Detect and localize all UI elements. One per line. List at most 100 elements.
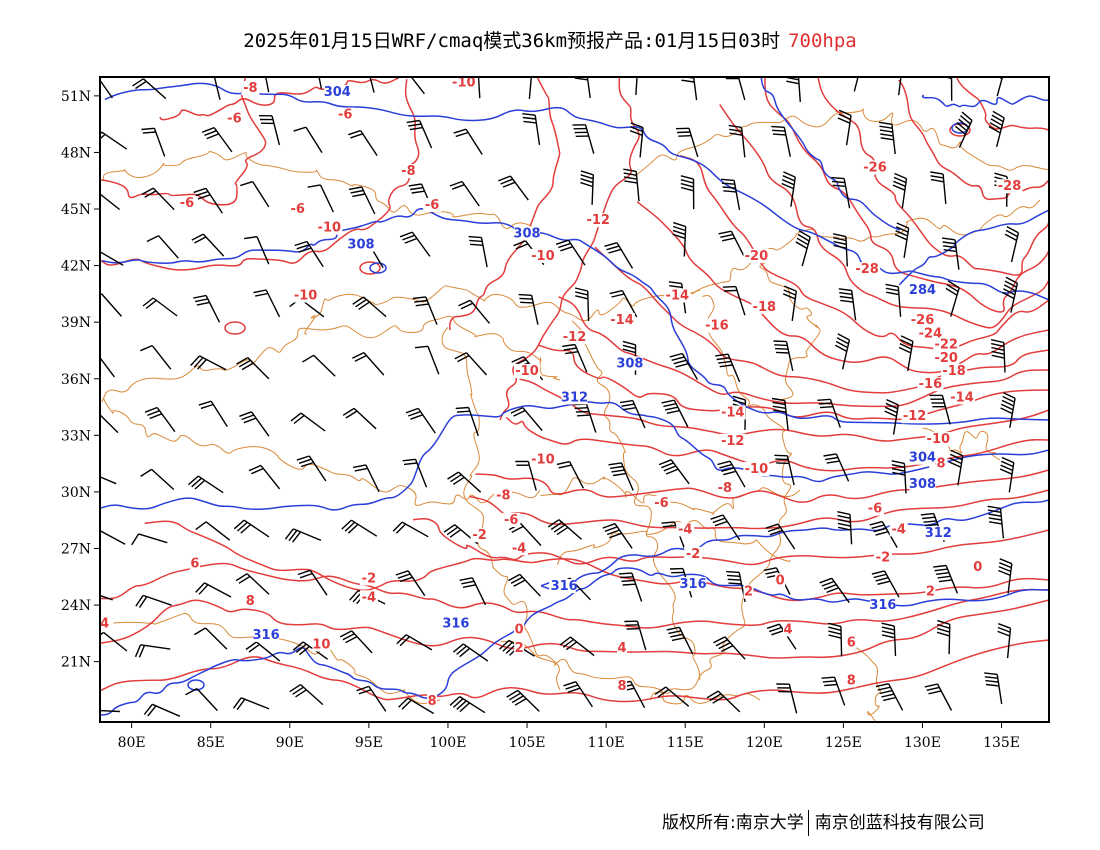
lon-label: 125E [825,735,862,751]
label-halo [529,248,556,263]
lon-label: 115E [667,735,704,751]
temperature-label: 2 [926,585,935,600]
wind-barb [356,685,387,712]
label-halo [225,111,244,126]
height-contour [560,499,1049,588]
wind-barb [458,299,491,324]
label-halo [775,573,786,588]
temperature-label: -18 [753,300,777,315]
wind-barb [998,558,1013,594]
wind-barb [240,180,270,208]
temperature-label: -12 [586,213,610,228]
label-halo [909,477,936,492]
wind-barb [459,577,487,606]
label-halo [442,616,469,631]
wind-barb [728,124,746,158]
temperature-label: -10 [927,432,951,447]
wind-barb [100,476,117,485]
temperature-label: -10 [294,289,318,304]
label-halo [652,496,671,510]
wind-barb [146,235,179,259]
temperature-label: -10 [452,75,476,90]
label-halo [846,635,857,650]
wind-barb [717,460,746,488]
lon-label: 135E [983,735,1020,751]
height-contour [898,209,1049,286]
wind-barb [339,630,373,654]
label-halo [972,560,983,575]
wind-barb [834,333,851,370]
wind-barb [943,77,953,101]
label-halo [909,313,936,328]
height-label: <316 [540,579,578,594]
wind-barb [188,475,224,494]
temperature-label: 4 [617,641,626,656]
wind-barb [236,356,270,380]
lon-label: 95E [355,735,383,751]
temperature-label: -2 [686,547,700,562]
wind-barbs [100,77,1020,717]
wind-barb [402,458,428,488]
wind-barb [297,569,328,596]
wind-barb [284,528,322,543]
wind-barb [629,122,644,158]
wind-barb [100,79,113,99]
temperature-label: -10 [515,364,539,379]
temperature-label: -14 [950,390,974,405]
wind-barb [885,283,902,317]
wind-barb [352,296,387,318]
label-halo [925,584,936,599]
wind-barb [193,294,221,323]
wind-barb [675,127,699,158]
label-halo [901,409,928,424]
wind-barb [235,573,270,595]
wind-barb [352,464,380,493]
copyright-right: 南京创蓝科技有限公司 [814,813,985,833]
temperature-isotherm [817,77,1049,276]
temperature-label: -6 [227,111,241,126]
wind-barb [141,187,175,211]
wind-barb [776,683,798,714]
label-halo [245,594,256,609]
temperature-label: 10 [312,637,330,652]
wind-barb [193,627,228,650]
wind-barb [819,577,850,604]
wind-barb [232,697,270,711]
label-halo [514,622,525,637]
lon-label: 130E [904,735,941,751]
wind-barb [837,511,853,545]
label-halo [616,356,643,371]
axis-ticks: 80E 85E 90E 95E 100E 105E 110E 115E 120E 125E 130E… [61,89,1020,751]
label-halo [359,590,378,605]
wind-barb [871,570,900,598]
footer-divider [807,810,809,836]
province-boundary [304,285,701,335]
wind-barb [933,564,959,594]
temperature-label: -12 [563,330,587,345]
wind-barb [258,115,281,146]
wind-barb [100,709,120,713]
temperature-label: -6 [868,502,882,517]
height-label: 304 [324,85,351,100]
wind-barb [604,242,634,269]
height-label: 308 [347,238,374,253]
wind-barb [191,233,225,257]
temperature-isotherm [100,79,420,271]
province-boundary [101,315,561,403]
label-halo [253,628,280,642]
label-halo [676,522,695,537]
height-closed-contour [187,679,205,691]
wind-barb [294,240,324,268]
wind-barb [619,399,646,429]
temperature-label: 4 [783,622,792,637]
height-contour [760,77,901,231]
lat-label: 39N [61,315,91,331]
wind-barb [766,623,797,650]
wind-barb [773,340,794,372]
wind-barb [414,345,440,375]
wind-barb [289,684,324,706]
label-halo [529,452,556,467]
wind-barb [233,519,270,538]
province-boundary [102,397,541,506]
